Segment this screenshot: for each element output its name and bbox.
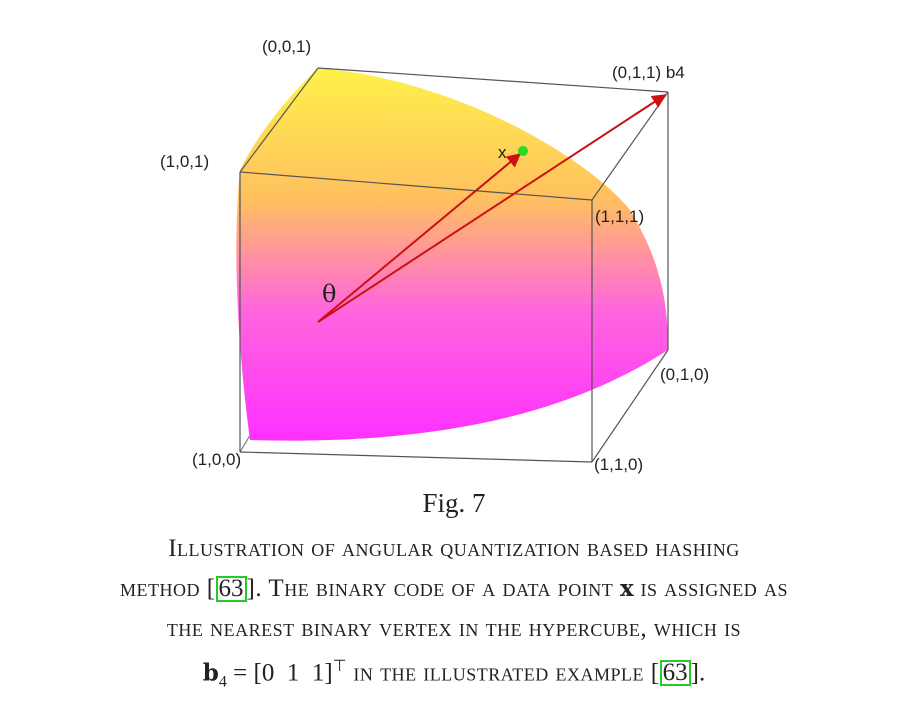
vertex-label-011: (0,1,1) b4 [612, 63, 685, 82]
math-subscript: 4 [218, 673, 227, 691]
vertex-label-110: (1,1,0) [594, 455, 643, 474]
math-transpose: ⊤ [332, 658, 347, 675]
vertex-label-001: (0,0,1) [262, 37, 311, 56]
vertex-label-100: (1,0,0) [192, 450, 241, 469]
caption-line-4: b4 = [0 1 1]⊤ in the illustrated example… [0, 656, 908, 691]
data-point-x [518, 146, 528, 156]
citation-link[interactable]: 63 [659, 660, 691, 687]
caption-text: method [ [119, 575, 216, 602]
point-label-x: x [498, 143, 507, 162]
caption-text: in the illustrated example [ [346, 659, 660, 687]
figure-number: Fig. 7 [422, 488, 486, 518]
vertex-label-010: (0,1,0) [660, 365, 709, 384]
cube-front-edges [239, 67, 669, 463]
vertex-label-111: (1,1,1) [595, 207, 644, 226]
caption-text: ]. The binary code of a data point [246, 575, 621, 602]
math-x: x [620, 575, 634, 602]
citation-link[interactable]: 63 [215, 576, 247, 602]
caption-text: is assigned as [633, 575, 789, 602]
vector-b4-arrow [317, 94, 667, 323]
vector-x-arrow [317, 153, 522, 323]
caption-line-1: Illustration of angular quantization bas… [168, 535, 740, 562]
caption-line-2: method [63]. The binary code of a data p… [0, 575, 908, 603]
vertex-label-101: (1,0,1) [160, 152, 209, 171]
caption-line-3: the nearest binary vertex in the hypercu… [166, 615, 742, 642]
hypercube-figure: (0,0,1) (0,1,1) b4 (1,0,1) (1,1,1) (0,1,… [160, 37, 709, 474]
math-equation: = [0 1 1] [226, 659, 333, 687]
angle-label-theta: θ [322, 280, 336, 308]
caption-text: ]. [690, 659, 706, 687]
math-b: b [202, 659, 219, 687]
sphere-surface [236, 68, 668, 441]
